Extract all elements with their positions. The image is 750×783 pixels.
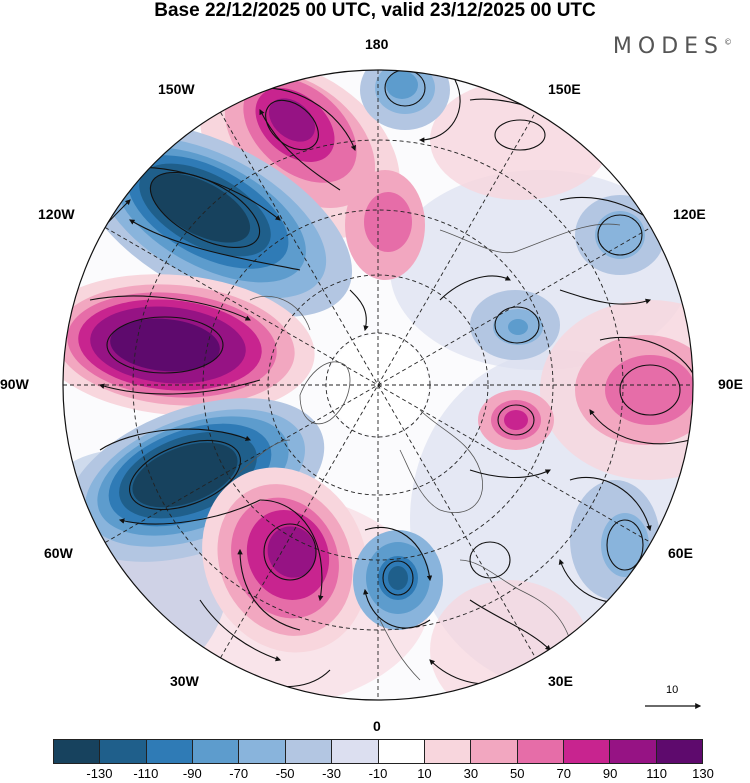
anomaly-high-30w xyxy=(202,467,368,653)
colorbar-swatch xyxy=(146,740,194,763)
colorbar-swatch xyxy=(239,740,286,763)
modes-logo: MODES© xyxy=(612,34,732,59)
colorbar-tick-label: 50 xyxy=(510,766,525,781)
colorbar-tick-label: -50 xyxy=(275,766,295,781)
colorbar-tick-label: -90 xyxy=(182,766,202,781)
lon-label-30e: 30E xyxy=(548,673,573,689)
lon-label-30w: 30W xyxy=(170,673,199,689)
lon-label-90e: 90E xyxy=(718,376,743,392)
lon-label-120w: 120W xyxy=(38,206,75,222)
colorbar-swatch xyxy=(610,740,657,763)
colorbar-swatch xyxy=(193,740,240,763)
colorbar-tick-label: -30 xyxy=(322,766,341,781)
colorbar-swatch xyxy=(378,740,425,763)
colorbar-tick-label: 10 xyxy=(417,766,432,781)
lon-label-90w: 90W xyxy=(0,376,29,392)
colorbar xyxy=(53,739,703,764)
colorbar-swatch xyxy=(100,740,147,763)
vector-reference-label: 10 xyxy=(666,684,679,696)
colorbar-tick-label: -130 xyxy=(86,766,113,781)
colorbar-tick-label: 110 xyxy=(646,766,667,781)
map-title: Base 22/12/2025 00 UTC, valid 23/12/2025… xyxy=(154,0,596,21)
colorbar-swatch xyxy=(332,740,379,763)
coastlines xyxy=(229,223,621,681)
colorbar-swatch xyxy=(54,740,101,763)
colorbar-tick-label: 90 xyxy=(602,766,618,781)
colorbar-tick-label: 130 xyxy=(692,766,714,781)
colorbar-swatch xyxy=(656,740,703,763)
graticule xyxy=(63,70,693,700)
map-disc xyxy=(63,70,693,700)
colorbar-tick-label: 30 xyxy=(463,766,479,781)
lon-label-60w: 60W xyxy=(44,545,73,561)
anomaly-high-90e xyxy=(478,335,693,450)
colorbar-tick-label: -10 xyxy=(368,766,388,781)
anomaly-high-90w xyxy=(63,274,315,416)
lon-label-60e: 60E xyxy=(668,545,693,561)
lon-label-120e: 120E xyxy=(673,206,706,222)
colorbar-tick-label: -110 xyxy=(133,766,159,781)
lon-label-150w: 150W xyxy=(158,81,195,97)
map-boundary xyxy=(62,69,694,701)
lon-label-150e: 150E xyxy=(548,81,581,97)
colorbar-tick-label: 70 xyxy=(556,766,571,781)
colorbar-swatch xyxy=(563,740,611,763)
anomaly-low-180 xyxy=(360,70,450,130)
colorbar-swatch xyxy=(471,740,518,763)
colorbar-tick-label: -70 xyxy=(229,766,249,781)
colorbar-ticks: -130 -110 -90 -70 -50 -30 -10 10 30 50 70 90 110 130 xyxy=(53,766,713,782)
lon-label-0: 0 xyxy=(373,718,381,734)
lon-label-180: 180 xyxy=(365,36,389,52)
colorbar-swatch xyxy=(424,740,472,763)
colorbar-swatch xyxy=(517,740,564,763)
colorbar-swatch xyxy=(285,740,333,763)
